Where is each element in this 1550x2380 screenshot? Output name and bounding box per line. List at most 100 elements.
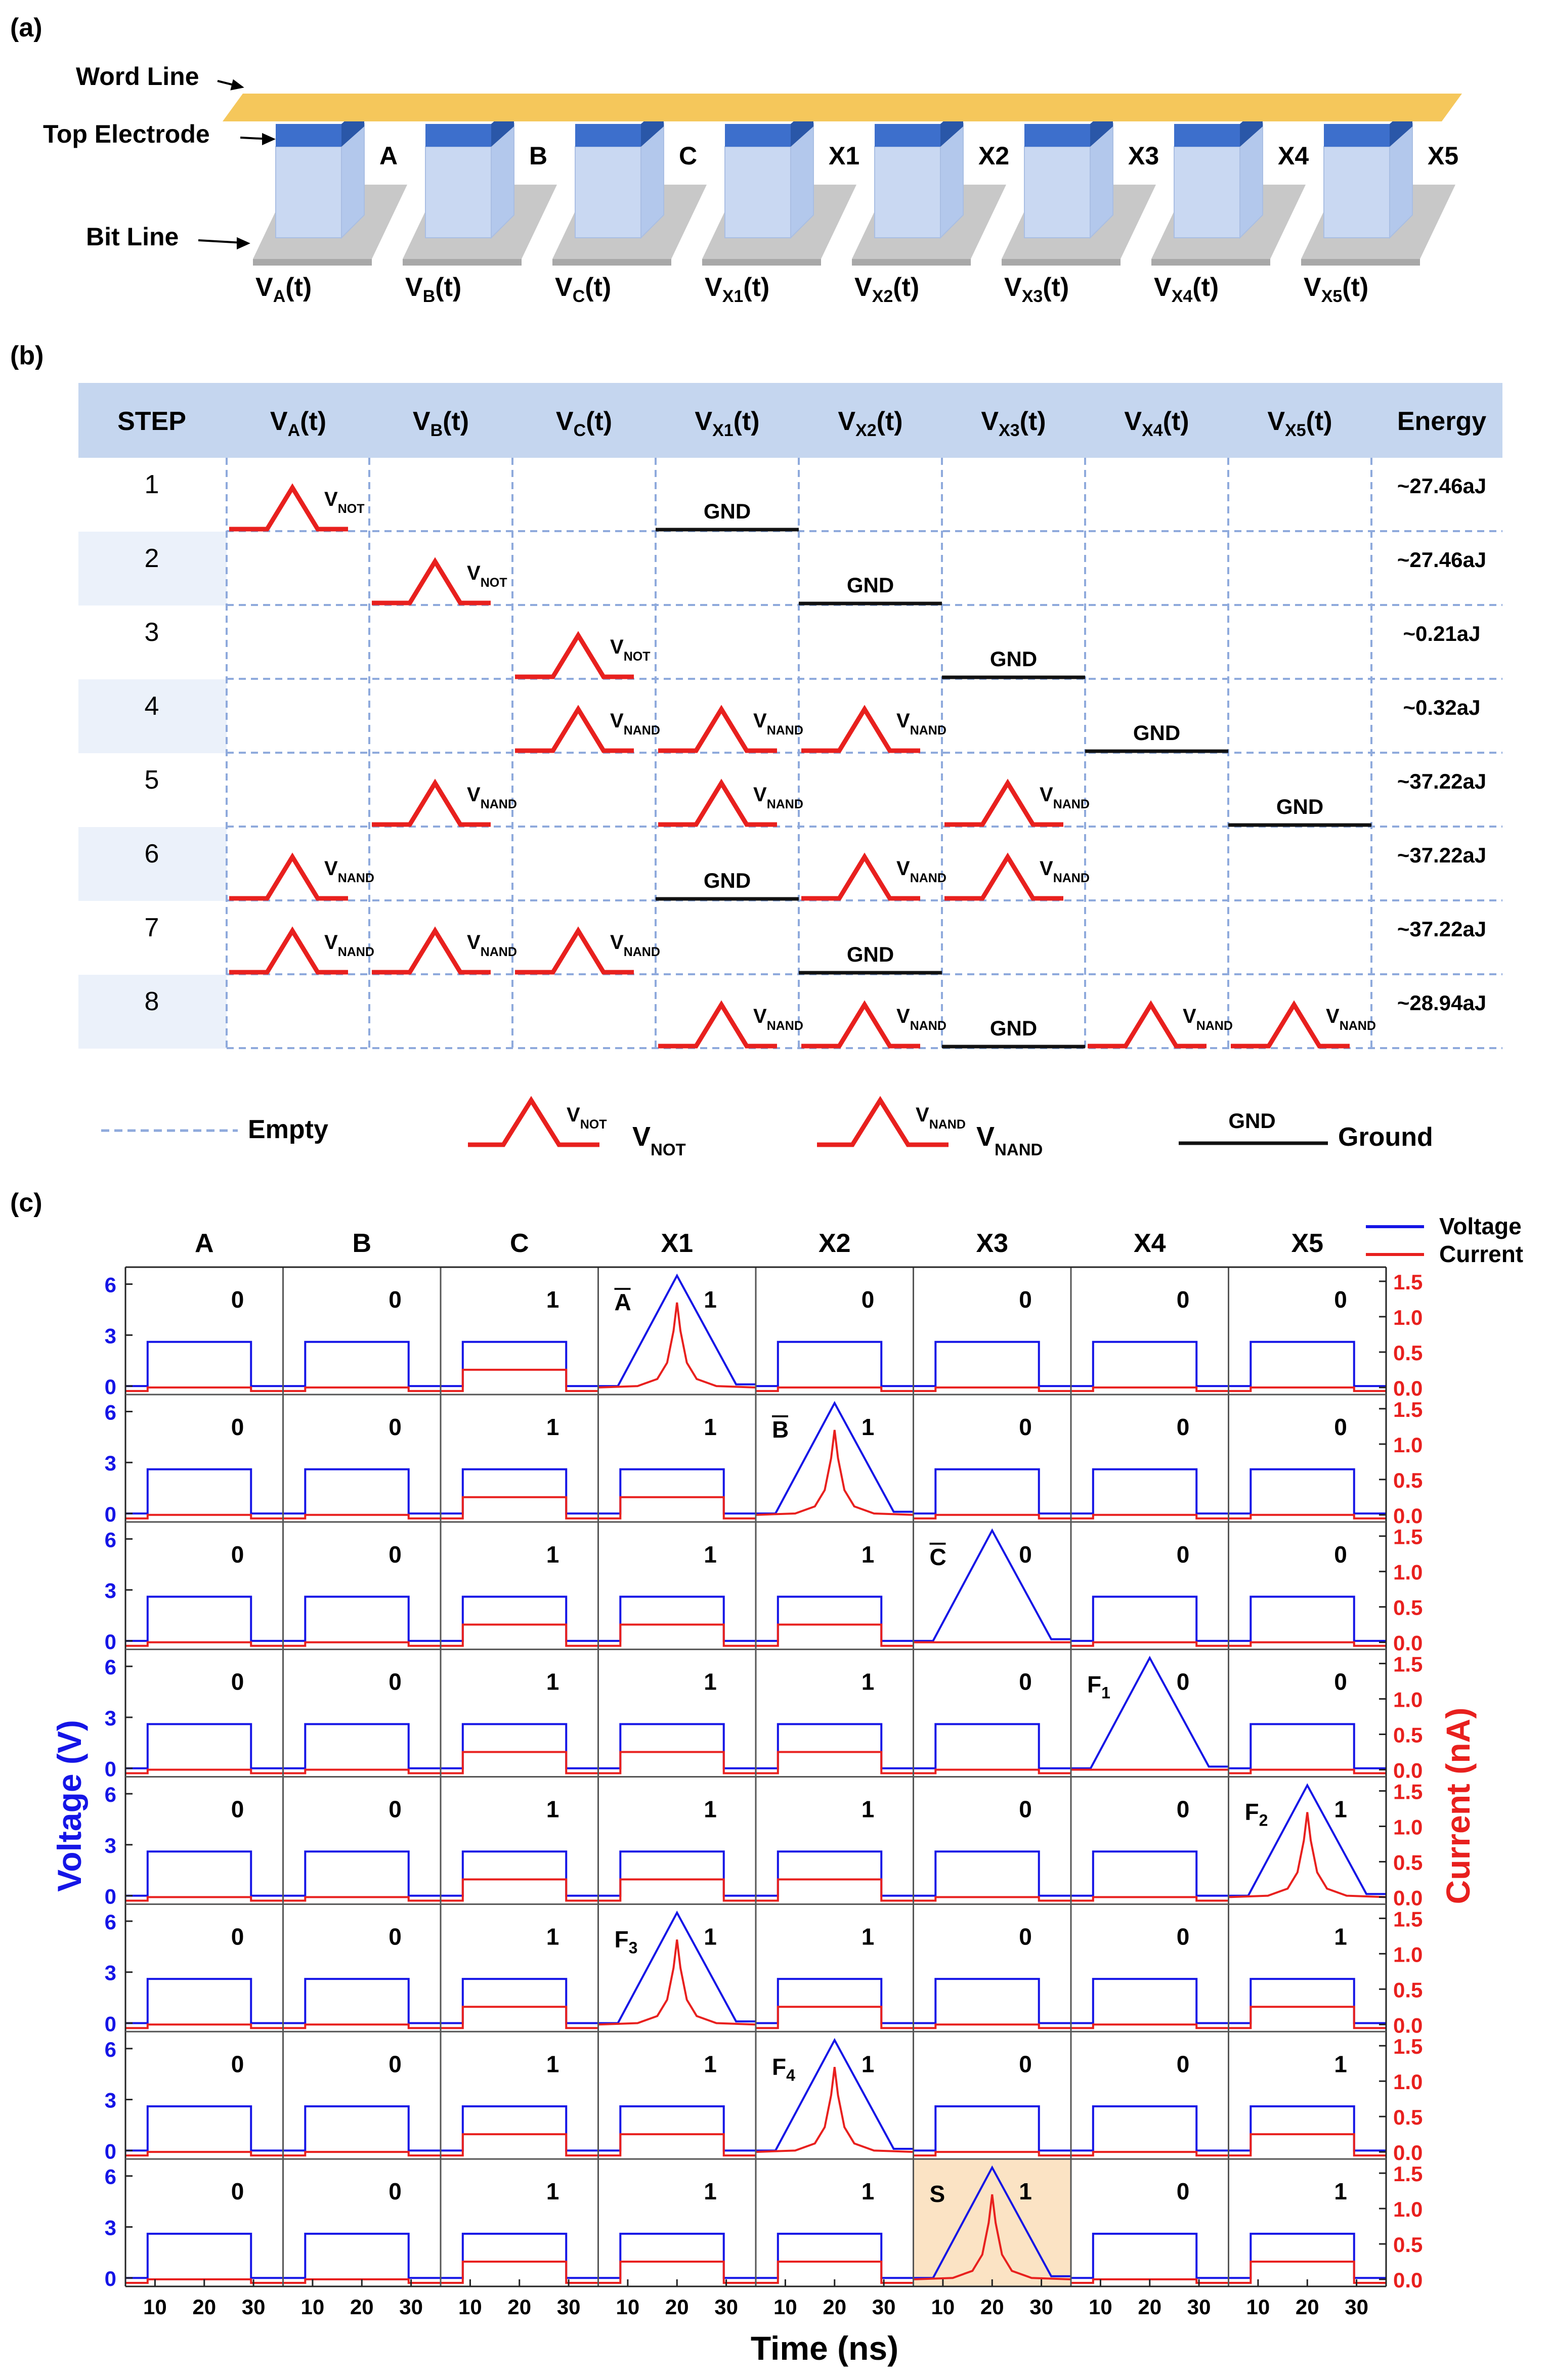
waveform-cell: 0 [283,1286,441,1392]
waveform-cell: 1 [598,1541,756,1647]
crossbar-cells: A VA(t) B VB(t) C VC(t) X1 VX1(t) X2 VX2(t) X3 VX3(… [253,104,1458,306]
voltage-trace [125,1723,283,1769]
waveform-cell: 1 [756,2178,914,2284]
state-value: 0 [231,1541,244,1568]
current-trace [1228,1768,1386,1775]
current-tick-label: 0.5 [1393,2105,1423,2129]
state-value: 1 [704,2051,717,2077]
pulse-not [515,631,634,679]
current-trace [441,1878,598,1902]
waveform-cell: F3 1 [598,1910,756,2026]
table-header-bg [78,383,1502,458]
voltage-trace [1228,1723,1386,1769]
waveform-cell: 1 [441,1796,598,1902]
state-value: 1 [862,2051,875,2077]
waveform-cell: 0 [125,2051,283,2157]
current-tick-label: 0.5 [1393,2233,1423,2257]
current-tick-label: 1.5 [1393,1270,1423,1294]
voltage-trace [756,1978,914,2024]
header-col-b: VB(t) [413,407,469,440]
pulse-label-nand: VNAND [324,931,374,959]
current-tick-label: 1.5 [1393,2162,1423,2186]
voltage-trace [913,1850,1071,1897]
state-value: 0 [231,1286,244,1313]
current-trace [756,1386,914,1392]
pulse-label-nand: VNAND [610,710,660,738]
time-tick-label: 30 [242,2295,266,2319]
current-trace [1071,1896,1229,1902]
voltage-trace [598,2232,756,2279]
ground-label: GND [990,647,1037,671]
current-trace [598,1939,756,2026]
step-number: 4 [145,691,159,721]
voltage-trace [283,1340,441,1388]
header-col-x3: VX3(t) [981,407,1046,440]
state-value: 0 [1334,1414,1347,1440]
current-trace [598,1751,756,1775]
voltage-tick-label: 0 [105,2139,116,2163]
state-value: 1 [862,1669,875,1695]
voltage-trace [441,1978,598,2024]
state-value: 1 [704,1923,717,1950]
state-value: 1 [704,1286,717,1313]
cell-front [575,146,641,238]
waveform-cell: 0 [125,1923,283,2029]
top-electrode-front [575,124,641,147]
cell-front [425,146,492,238]
pulse-nand [372,778,491,827]
pulse-label: F1 [1087,1671,1110,1702]
current-trace [755,2066,914,2153]
voltage-trace [283,1723,441,1769]
time-tick-label: 20 [823,2295,846,2319]
pulse-label-nand: VNAND [324,857,374,885]
voltage-trace [283,1468,441,1514]
state-value: 1 [546,1286,559,1313]
time-tick-label: 10 [931,2295,955,2319]
step-number: 1 [145,470,159,499]
top-electrode-front [875,124,940,147]
voltage-trace [125,1340,283,1388]
column-header-b: B [352,1229,371,1258]
waveform-cell: F2 1 [1228,1783,1387,1898]
ground-label: GND [1133,721,1180,745]
time-tick-label: 30 [399,2295,423,2319]
voltage-tick-label: 3 [105,1834,116,1857]
waveform-cell: 0 [125,1414,283,1520]
crossbar-cell-a: A VA(t) [253,104,407,306]
column-header-a: A [195,1229,214,1258]
state-value: 1 [546,1541,559,1568]
current-tick-label: 0.0 [1393,2268,1423,2292]
current-trace [598,1496,756,1520]
legend-nand-pulse [817,1096,949,1147]
current-trace [756,1623,914,1647]
waveform-cell: 0 [283,1669,441,1775]
table-legend: Empty VNOT VNOT VNAND VNAND GND Ground [101,1096,1433,1159]
voltage-tick-label: 3 [105,1961,116,1985]
current-trace [913,2194,1071,2281]
voltage-trace [598,1723,756,1769]
voltage-tick-label: 6 [105,1273,116,1297]
state-value: 0 [1177,2178,1190,2204]
waveform-cell: F4 1 [755,2038,914,2153]
legend-current-text: Current [1439,1241,1523,1267]
state-value: 0 [389,1541,402,1568]
voltage-trace [283,1850,441,1897]
current-tick-label: 0.0 [1393,1504,1423,1528]
state-value: 1 [704,1414,717,1440]
voltage-trace [1228,1978,1386,2024]
pulse-nand [1231,1000,1350,1049]
voltage-trace [283,1978,441,2024]
waveform-cell: 1 [1228,2178,1386,2284]
current-trace [756,1751,914,1775]
legend-voltage-text: Voltage [1439,1213,1522,1239]
current-trace [283,2151,441,2157]
current-tick-label: 1.0 [1393,1433,1423,1457]
time-tick-label: 10 [143,2295,167,2319]
current-tick-label: 1.5 [1393,2035,1423,2058]
cell-voltage-label: VC(t) [555,273,611,306]
current-trace [1228,1812,1387,1898]
time-tick-label: 10 [301,2295,325,2319]
